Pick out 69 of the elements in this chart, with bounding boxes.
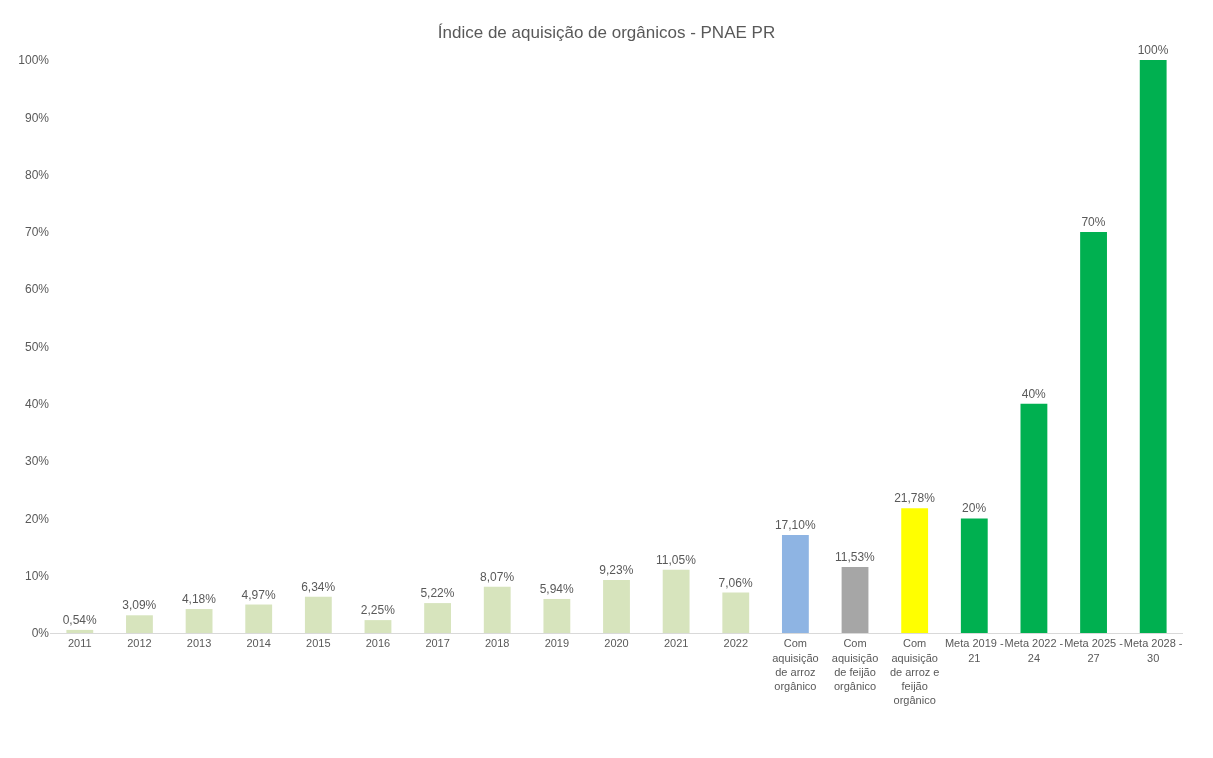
bar [364,620,392,633]
data-label: 8,07% [480,569,515,584]
bar [66,629,94,633]
bar [1020,403,1048,633]
bar [722,592,750,633]
data-label: 6,34% [301,579,336,594]
data-label: 5,94% [539,581,575,596]
bar [126,615,153,633]
bar [841,566,869,633]
x-tick-label: Com aquisição de arroz orgânico [772,637,819,693]
y-tick-label: 80% [24,167,50,182]
x-tick-label: Meta 2019 - 21 [944,637,1004,664]
data-label: 40% [1021,386,1047,401]
bar [543,598,571,633]
data-label: 2,25% [360,603,396,618]
data-label: 7,06% [718,575,753,590]
data-label: 70% [1081,214,1106,229]
y-tick-label: 10% [24,568,50,583]
x-tick-label: 2012 [127,637,152,650]
x-tick-label: Meta 2025 - 27 [1064,637,1124,664]
x-tick-label: 2021 [663,637,689,650]
data-label: 100% [1137,43,1169,57]
bar [185,609,213,633]
bar [960,518,988,633]
x-tick-label: Com aquisição de arroz e feijão orgânico [889,637,940,707]
data-label: 11,53% [834,549,876,564]
x-tick-label: Meta 2028 - 30 [1123,637,1183,664]
bar [304,596,332,633]
bar [781,535,809,633]
y-tick-label: 40% [24,397,50,411]
y-tick-label: 90% [24,110,50,125]
y-tick-label: 100% [18,53,50,68]
x-tick-label: Meta 2022 - 24 [1004,637,1064,664]
data-label: 20% [962,501,987,516]
y-tick-label: 0% [31,626,50,641]
data-label: 4,18% [181,592,217,607]
x-tick-label: 2020 [604,637,629,650]
x-tick-label: 2011 [67,637,92,650]
y-tick-label: 50% [24,339,50,354]
chart-title: Índice de aquisição de orgânicos - PNAE PR [437,23,776,43]
x-tick-label: 2022 [723,637,748,650]
x-tick-label: 2018 [485,637,510,650]
bar [245,604,273,633]
bar [1080,231,1107,633]
x-tick-label: 2013 [186,637,212,650]
bar [424,603,452,633]
bar [901,508,929,633]
y-tick-label: 30% [24,454,50,469]
x-tick-label: 2017 [425,637,450,650]
x-tick-label: 2014 [246,637,271,650]
y-tick-label: 20% [24,511,50,526]
y-tick-label: 60% [24,282,50,297]
data-label: 17,10% [774,518,816,533]
bar [603,580,630,633]
data-label: 0,54% [62,612,97,627]
y-tick-label: 70% [24,225,50,240]
x-tick-label: 2016 [365,637,391,650]
bar [1139,60,1167,633]
x-tick-label: 2015 [306,637,331,650]
data-label: 11,05% [656,552,697,567]
bar [662,569,690,633]
data-label: 9,23% [599,563,634,578]
data-label: 5,22% [420,586,455,601]
data-label: 21,78% [894,491,936,506]
x-tick-label: Com aquisição de feijão orgânico [831,637,879,693]
bar [483,586,511,633]
data-label: 4,97% [241,587,276,602]
x-tick-label: 2019 [544,637,570,650]
data-label: 3,09% [122,598,157,613]
